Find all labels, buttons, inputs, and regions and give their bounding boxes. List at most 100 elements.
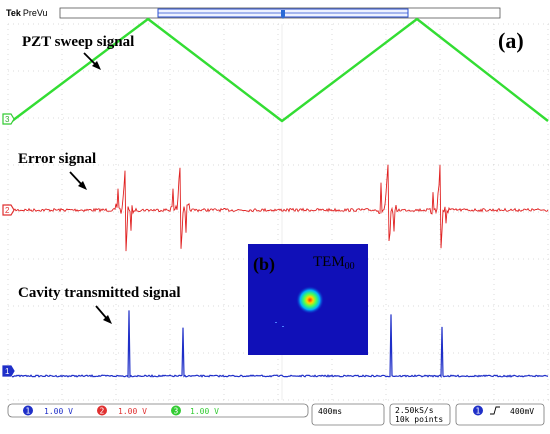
grid-dot (533, 399, 534, 401)
grid-dot (503, 23, 504, 25)
grid-dot (228, 70, 229, 72)
grid-dot (439, 264, 441, 265)
grid-dot (61, 334, 63, 335)
grid-dot (93, 117, 94, 119)
grid-dot (43, 211, 44, 213)
grid-dot (448, 305, 449, 307)
channel-scale-box[interactable] (7, 403, 309, 418)
grid-dot (385, 359, 387, 360)
ch2-badge-icon[interactable] (97, 405, 107, 416)
ch3-badge-icon[interactable] (171, 405, 181, 416)
ch2-scale[interactable]: 1.00 V (118, 407, 147, 416)
grid-dot (168, 23, 169, 25)
grid-dot (158, 70, 159, 72)
grid-dot (178, 211, 179, 213)
grid-dot (528, 211, 529, 213)
grid-dot (169, 239, 171, 240)
grid-dot (528, 70, 529, 72)
grid-dot (413, 305, 414, 307)
grid-dot (518, 211, 519, 213)
grid-dot (323, 399, 324, 401)
grid-dot (385, 289, 387, 290)
grid-dot (218, 23, 219, 25)
grid-dot (193, 305, 194, 307)
grid-dot (488, 305, 489, 307)
grid-dot (93, 164, 94, 166)
grid-dot (533, 258, 534, 260)
grid-dot (223, 214, 225, 215)
ch1-badge-icon[interactable] (23, 405, 33, 416)
grid-dot (61, 229, 63, 230)
grid-dot (61, 159, 63, 160)
grid-dot (78, 117, 79, 119)
grid-dot (368, 258, 369, 260)
grid-dot (115, 74, 117, 75)
grid-dot (228, 211, 229, 213)
grid-dot (128, 164, 129, 166)
grid-dot (115, 179, 117, 180)
grid-dot (547, 359, 549, 360)
grid-dot (385, 314, 387, 315)
grid-dot (133, 352, 134, 354)
grid-dot (128, 70, 129, 72)
brand-logo: Tek PreVu (6, 8, 48, 18)
grid-dot (115, 324, 117, 325)
grid-dot (178, 164, 179, 166)
ch3-scale[interactable]: 1.00 V (190, 407, 219, 416)
grid-dot (148, 399, 149, 401)
grid-dot (115, 129, 117, 130)
ch1-scale[interactable]: 1.00 V (44, 407, 73, 416)
grid-dot (439, 329, 441, 330)
grid-dot (213, 258, 214, 260)
grid-dot (331, 44, 333, 45)
grid-dot (385, 219, 387, 220)
trigger-position-icon[interactable] (281, 10, 285, 19)
grid-dot (61, 234, 63, 235)
grid-dot (53, 23, 54, 25)
grid-dot (331, 164, 333, 165)
grid-dot (143, 399, 144, 401)
grid-dot (423, 117, 424, 119)
grid-dot (98, 211, 99, 213)
grid-dot (263, 399, 264, 401)
grid-dot (178, 352, 179, 354)
grid-dot (223, 39, 225, 40)
grid-dot (547, 254, 549, 255)
ch1-ground-marker[interactable]: 1 (2, 365, 15, 377)
grid-dot (93, 352, 94, 354)
grid-dot (23, 23, 24, 25)
grid-dot (518, 352, 519, 354)
grid-dot (13, 23, 14, 25)
grid-dot (331, 124, 333, 125)
grid-dot (53, 258, 54, 260)
grid-dot (61, 364, 63, 365)
grid-dot (293, 211, 294, 213)
grid-dot (331, 64, 333, 65)
grid-dot (453, 23, 454, 25)
grid-dot (28, 399, 29, 401)
timebase-box[interactable] (311, 403, 385, 426)
grid-dot (263, 70, 264, 72)
ch3-ground-marker[interactable]: 3 (2, 113, 15, 125)
grid-dot (493, 369, 495, 370)
grid-dot (163, 164, 164, 166)
grid-dot (331, 399, 333, 400)
grid-dot (385, 254, 387, 255)
grid-dot (223, 99, 225, 100)
grid-dot (277, 74, 279, 75)
grid-dot (413, 352, 414, 354)
grid-dot (331, 114, 333, 115)
grid-dot (373, 399, 374, 401)
grid-dot (115, 159, 117, 160)
grid-dot (108, 305, 109, 307)
grid-dot (78, 258, 79, 260)
grid-dot (223, 211, 224, 213)
ch2-ground-marker[interactable]: 2 (2, 204, 15, 216)
grid-dot (547, 99, 549, 100)
grid-dot (547, 344, 549, 345)
grid-dot (277, 184, 279, 185)
acquisition-box[interactable] (389, 403, 451, 426)
panel-b-label: (b) (253, 254, 275, 275)
grid-dot (193, 258, 194, 260)
grid-dot (503, 305, 504, 307)
